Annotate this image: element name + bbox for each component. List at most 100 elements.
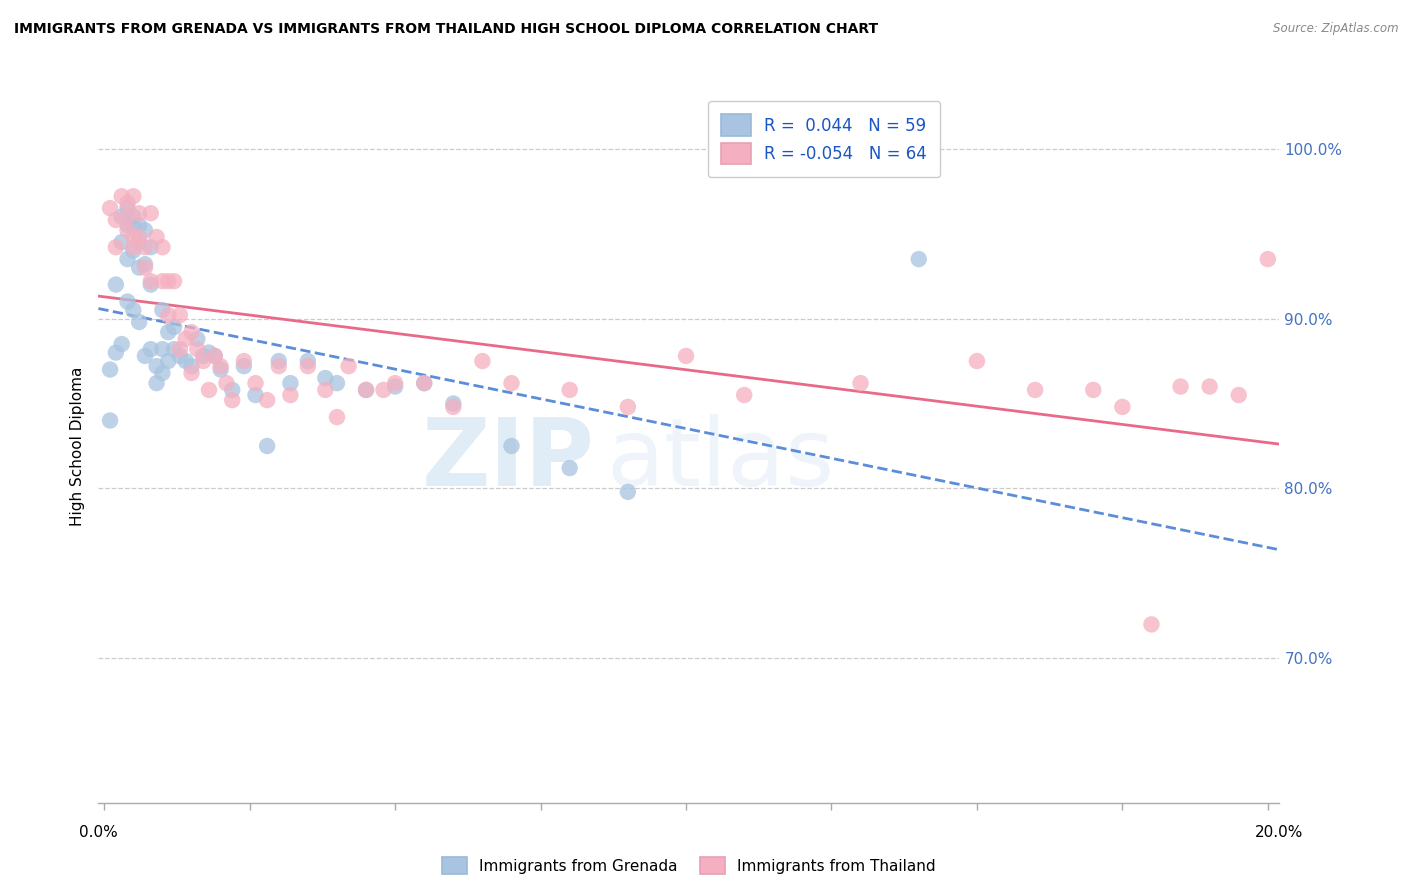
Point [122, 189, 145, 203]
Point [849, 376, 872, 391]
Point [117, 218, 139, 232]
Point [907, 252, 929, 266]
Point [675, 349, 697, 363]
Point [128, 235, 150, 249]
Point [267, 354, 290, 368]
Point [157, 354, 180, 368]
Point [139, 342, 162, 356]
Point [98, 413, 121, 427]
Point [157, 308, 180, 322]
Point [245, 376, 267, 391]
Point [128, 230, 150, 244]
Point [413, 376, 436, 391]
Point [245, 388, 267, 402]
Point [1083, 383, 1105, 397]
Point [373, 383, 395, 397]
Point [104, 345, 127, 359]
Point [280, 388, 302, 402]
Point [1227, 388, 1250, 402]
Point [152, 366, 174, 380]
Point [111, 337, 134, 351]
Point [139, 274, 162, 288]
Point [186, 332, 208, 346]
Point [191, 354, 214, 368]
Point [558, 383, 581, 397]
Text: atlas: atlas [606, 414, 835, 507]
Point [256, 393, 278, 408]
Point [413, 376, 436, 391]
Point [117, 223, 139, 237]
Point [128, 218, 150, 232]
Point [280, 376, 302, 391]
Point [152, 240, 174, 254]
Point [152, 303, 174, 318]
Point [122, 230, 145, 244]
Point [174, 354, 197, 368]
Point [128, 315, 150, 329]
Point [1111, 400, 1133, 414]
Point [174, 332, 197, 346]
Point [558, 461, 581, 475]
Point [169, 342, 191, 356]
Point [163, 342, 186, 356]
Point [122, 218, 145, 232]
Point [186, 342, 208, 356]
Point [139, 277, 162, 292]
Point [98, 201, 121, 215]
Text: ZIP: ZIP [422, 414, 595, 507]
Point [117, 210, 139, 224]
Point [128, 206, 150, 220]
Point [117, 294, 139, 309]
Point [1140, 617, 1163, 632]
Point [163, 320, 186, 334]
Point [354, 383, 377, 397]
Point [180, 366, 202, 380]
Text: 0.0%: 0.0% [79, 825, 118, 840]
Point [1198, 379, 1220, 393]
Point [221, 383, 243, 397]
Point [180, 359, 202, 373]
Point [267, 359, 290, 373]
Point [1170, 379, 1192, 393]
Point [314, 383, 336, 397]
Text: 20.0%: 20.0% [1256, 825, 1303, 840]
Point [104, 277, 127, 292]
Point [204, 349, 226, 363]
Point [384, 376, 406, 391]
Point [232, 359, 254, 373]
Text: Source: ZipAtlas.com: Source: ZipAtlas.com [1274, 22, 1399, 36]
Point [326, 376, 349, 391]
Point [139, 240, 162, 254]
Point [111, 235, 134, 249]
Point [471, 354, 494, 368]
Point [169, 349, 191, 363]
Point [117, 196, 139, 211]
Point [198, 345, 221, 359]
Point [145, 359, 167, 373]
Point [145, 230, 167, 244]
Point [139, 206, 162, 220]
Point [209, 359, 232, 373]
Point [134, 223, 156, 237]
Point [617, 484, 640, 499]
Point [314, 371, 336, 385]
Point [733, 388, 755, 402]
Point [180, 325, 202, 339]
Point [145, 376, 167, 391]
Point [134, 260, 156, 275]
Point [221, 393, 243, 408]
Point [354, 383, 377, 397]
Point [337, 359, 360, 373]
Point [111, 210, 134, 224]
Point [104, 213, 127, 227]
Point [104, 240, 127, 254]
Point [152, 342, 174, 356]
Point [617, 400, 640, 414]
Point [157, 325, 180, 339]
Point [134, 349, 156, 363]
Point [134, 257, 156, 271]
Point [198, 383, 221, 397]
Point [441, 396, 464, 410]
Point [191, 349, 214, 363]
Point [1257, 252, 1279, 266]
